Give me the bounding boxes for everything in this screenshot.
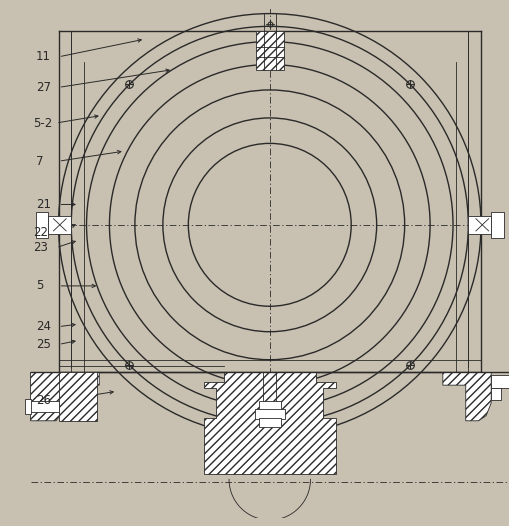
Polygon shape bbox=[204, 372, 336, 474]
Text: 25: 25 bbox=[36, 338, 50, 351]
Polygon shape bbox=[443, 372, 491, 421]
Bar bbox=[491, 388, 501, 400]
Bar bbox=[25, 399, 31, 413]
Text: 22: 22 bbox=[33, 226, 48, 239]
Text: 23: 23 bbox=[33, 241, 48, 254]
Polygon shape bbox=[31, 372, 99, 421]
Text: 26: 26 bbox=[36, 394, 50, 407]
Bar bbox=[491, 212, 504, 238]
Text: 24: 24 bbox=[36, 320, 50, 333]
Bar bbox=[36, 212, 48, 238]
Text: 21: 21 bbox=[36, 198, 50, 211]
Bar bbox=[259, 418, 281, 427]
Text: 11: 11 bbox=[36, 50, 50, 63]
Bar bbox=[48, 216, 71, 234]
Bar bbox=[259, 401, 281, 411]
Bar bbox=[256, 32, 284, 69]
Text: 5-2: 5-2 bbox=[33, 117, 52, 129]
Bar bbox=[59, 372, 97, 421]
Bar bbox=[59, 32, 481, 372]
Bar bbox=[468, 216, 491, 234]
Bar bbox=[491, 375, 509, 388]
Bar bbox=[28, 401, 59, 412]
Text: 27: 27 bbox=[36, 81, 50, 94]
Bar bbox=[254, 409, 285, 419]
Text: 7: 7 bbox=[36, 155, 43, 168]
Text: 5: 5 bbox=[36, 279, 43, 292]
